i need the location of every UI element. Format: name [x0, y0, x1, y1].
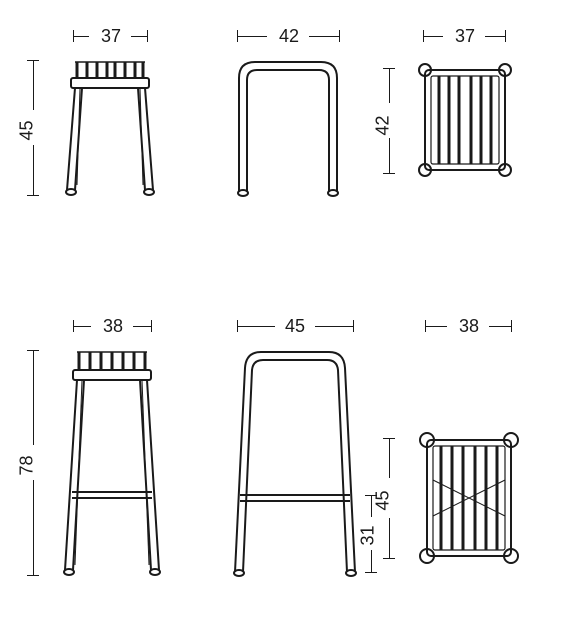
row1-side-svg [225, 30, 365, 220]
row1-front-width-label: 37 [101, 26, 121, 47]
row1-front-view: 37 45 [55, 30, 185, 220]
row1-side-width-label: 42 [279, 26, 299, 47]
row2-side-width-label: 45 [285, 316, 305, 337]
row2-side-svg [225, 320, 380, 600]
row1-top-view: 37 42 [405, 30, 535, 220]
row2-front-width-label: 38 [103, 316, 123, 337]
row2-front-view: 38 78 [55, 320, 185, 600]
row2-top-width-label: 38 [459, 316, 479, 337]
row1-side-view: 42 [225, 30, 365, 220]
row2-top-depth-label: 45 [373, 490, 394, 510]
row1-top-width-label: 37 [455, 26, 475, 47]
row2-front-svg [55, 320, 185, 600]
row1-top-depth-label: 42 [373, 115, 394, 135]
row1-top-svg [405, 30, 535, 220]
row1-front-height-label: 45 [17, 120, 38, 140]
row1-front-svg [55, 30, 185, 220]
row2-side-view: 45 31 [225, 320, 380, 600]
row2-top-view: 38 45 [405, 320, 545, 600]
row2-front-height-label: 78 [17, 455, 38, 475]
row2-top-svg [405, 320, 545, 600]
row2-side-lower-label: 31 [358, 525, 379, 545]
